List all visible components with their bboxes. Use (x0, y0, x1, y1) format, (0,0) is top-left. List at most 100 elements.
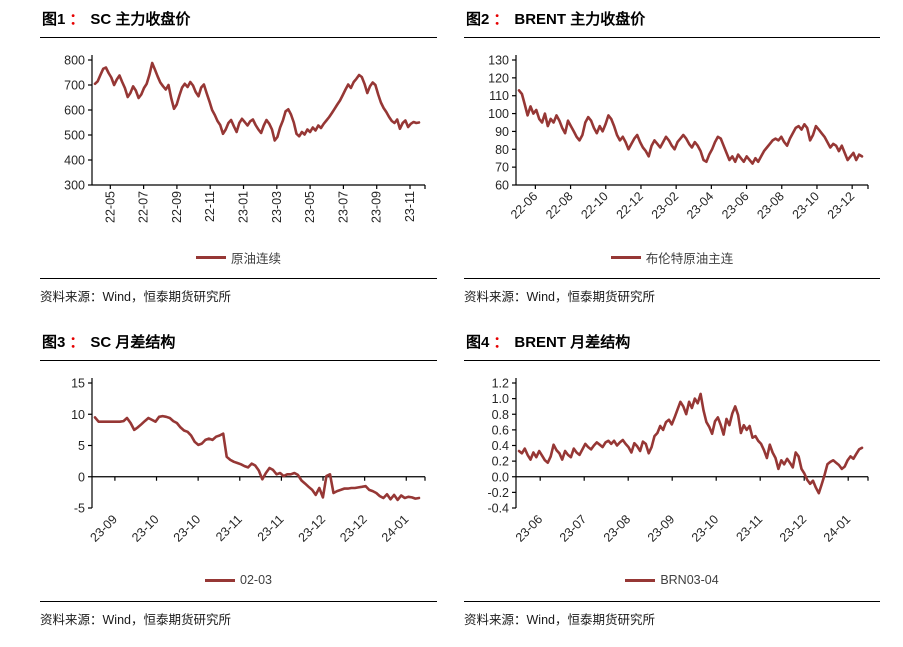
svg-text:80: 80 (495, 143, 509, 157)
legend: 02-03 (40, 571, 437, 589)
title-colon: ： (69, 334, 85, 351)
figure-1-panel: 图1： SC 主力收盘价 800 700 600 500 400 300 22-05 22-07… (40, 2, 437, 305)
svg-text:800: 800 (64, 54, 85, 68)
figure-label: 图2 (466, 11, 490, 28)
svg-text:23-11: 23-11 (403, 191, 417, 222)
svg-text:23-09: 23-09 (87, 512, 120, 545)
svg-text:70: 70 (495, 161, 509, 175)
svg-text:0.0: 0.0 (492, 470, 509, 484)
source-note: 资料来源：Wind，恒泰期货研究所 (40, 601, 437, 628)
svg-text:1.0: 1.0 (492, 392, 509, 406)
svg-text:23-02: 23-02 (649, 189, 682, 222)
svg-text:23-10: 23-10 (129, 512, 162, 545)
svg-text:23-09: 23-09 (645, 512, 678, 545)
figure-2-title: 图2： BRENT 主力收盘价 (464, 2, 880, 38)
svg-text:0.6: 0.6 (492, 423, 509, 437)
figure-label: 图1 (42, 11, 66, 28)
svg-text:60: 60 (495, 179, 509, 193)
legend-label: 原油连续 (230, 251, 281, 266)
svg-text:22-10: 22-10 (578, 189, 611, 222)
svg-text:90: 90 (495, 125, 509, 139)
legend-label: 布伦特原油主连 (645, 251, 734, 266)
svg-text:22-09: 22-09 (170, 191, 184, 223)
title-colon: ： (493, 334, 509, 351)
svg-text:23-08: 23-08 (754, 189, 787, 222)
svg-text:1.2: 1.2 (492, 377, 509, 391)
svg-text:23-08: 23-08 (601, 512, 634, 545)
svg-text:0.4: 0.4 (492, 439, 509, 453)
svg-text:22-07: 22-07 (137, 191, 151, 223)
source-note: 资料来源：Wind，恒泰期货研究所 (40, 278, 437, 305)
legend-label: BRN03-04 (660, 573, 719, 587)
svg-text:22-12: 22-12 (614, 189, 647, 222)
svg-text:24-01: 24-01 (379, 512, 412, 545)
legend: 原油连续 (40, 248, 437, 266)
figure-3-title: 图3： SC 月差结构 (40, 325, 437, 361)
figure-title-text: BRENT 主力收盘价 (514, 11, 646, 28)
svg-text:10: 10 (71, 408, 85, 422)
svg-text:700: 700 (64, 79, 85, 93)
svg-text:23-10: 23-10 (790, 189, 823, 222)
svg-text:110: 110 (489, 89, 509, 103)
svg-text:22-08: 22-08 (543, 189, 576, 222)
figure-4-panel: 图4： BRENT 月差结构 1.2 1.0 0.8 0.6 0.4 0.2 0.0 -0.2 -… (464, 325, 880, 628)
svg-text:23-12: 23-12 (777, 512, 810, 545)
svg-text:23-04: 23-04 (684, 189, 717, 222)
svg-text:23-07: 23-07 (557, 512, 590, 545)
figure-1-title: 图1： SC 主力收盘价 (40, 2, 437, 38)
source-note: 资料来源：Wind，恒泰期货研究所 (464, 278, 880, 305)
svg-text:400: 400 (64, 154, 85, 168)
svg-text:23-06: 23-06 (513, 512, 546, 545)
svg-text:0.8: 0.8 (492, 408, 509, 422)
svg-text:24-01: 24-01 (821, 512, 854, 545)
legend-line-swatch (610, 255, 641, 259)
figure-3-panel: 图3： SC 月差结构 15 10 5 0 -5 23-09 23-10 23-10 23-11 2… (40, 325, 437, 628)
svg-text:23-12: 23-12 (296, 512, 329, 545)
legend: 布伦特原油主连 (464, 248, 880, 266)
svg-text:23-12: 23-12 (825, 189, 858, 222)
svg-text:130: 130 (488, 54, 509, 68)
svg-text:15: 15 (71, 377, 85, 391)
svg-text:23-11: 23-11 (255, 512, 287, 544)
figure-title-text: SC 月差结构 (90, 334, 176, 351)
svg-text:-0.2: -0.2 (487, 486, 509, 500)
title-colon: ： (493, 11, 509, 28)
svg-text:0.2: 0.2 (492, 455, 509, 469)
svg-text:120: 120 (488, 71, 509, 85)
legend-line-swatch (625, 578, 656, 582)
svg-text:5: 5 (78, 439, 85, 453)
legend-line-swatch (195, 255, 226, 259)
svg-text:-5: -5 (74, 502, 85, 516)
svg-text:500: 500 (64, 129, 85, 143)
svg-text:300: 300 (64, 179, 85, 193)
svg-text:23-12: 23-12 (337, 512, 370, 545)
svg-text:-0.4: -0.4 (487, 502, 509, 516)
svg-text:23-06: 23-06 (719, 189, 752, 222)
figure-2-panel: 图2： BRENT 主力收盘价 130 120 110 100 90 80 70 60 22-06… (464, 2, 880, 305)
svg-text:23-10: 23-10 (171, 512, 204, 545)
source-note: 资料来源：Wind，恒泰期货研究所 (464, 601, 880, 628)
figure-title-text: BRENT 月差结构 (514, 334, 631, 351)
figure-label: 图3 (42, 334, 66, 351)
svg-text:0: 0 (78, 470, 85, 484)
svg-text:22-06: 22-06 (508, 189, 541, 222)
svg-text:23-11: 23-11 (213, 512, 245, 544)
brent-spread-line-chart: 1.21.0 0.80.6 0.4 0.20.0 -0.2 -0.4 23-06 23-07 2… (487, 377, 869, 545)
svg-text:23-05: 23-05 (303, 191, 317, 223)
svg-text:600: 600 (64, 104, 85, 118)
report-figures-page: 图1： SC 主力收盘价 800 700 600 500 400 300 22-05 22-07… (40, 2, 880, 628)
legend-label: 02-03 (240, 573, 272, 587)
svg-text:23-10: 23-10 (689, 512, 722, 545)
svg-text:22-05: 22-05 (103, 191, 117, 223)
legend: BRN03-04 (464, 571, 880, 589)
svg-text:23-11: 23-11 (733, 512, 765, 544)
svg-text:23-07: 23-07 (336, 191, 350, 223)
svg-text:100: 100 (488, 107, 509, 121)
svg-text:23-01: 23-01 (237, 191, 251, 223)
svg-text:22-11: 22-11 (203, 191, 217, 222)
svg-text:23-03: 23-03 (270, 191, 284, 223)
sc-spread-line-chart: 15 10 5 0 -523-09 23-10 23-10 23-11 23-11 23-12 23… (71, 377, 426, 545)
svg-text:23-09: 23-09 (370, 191, 384, 223)
sc-price-line-chart: 800 700 600 500 400 300 22-05 22-07 22-09 22-11 23… (64, 54, 426, 223)
title-colon: ： (69, 11, 85, 28)
